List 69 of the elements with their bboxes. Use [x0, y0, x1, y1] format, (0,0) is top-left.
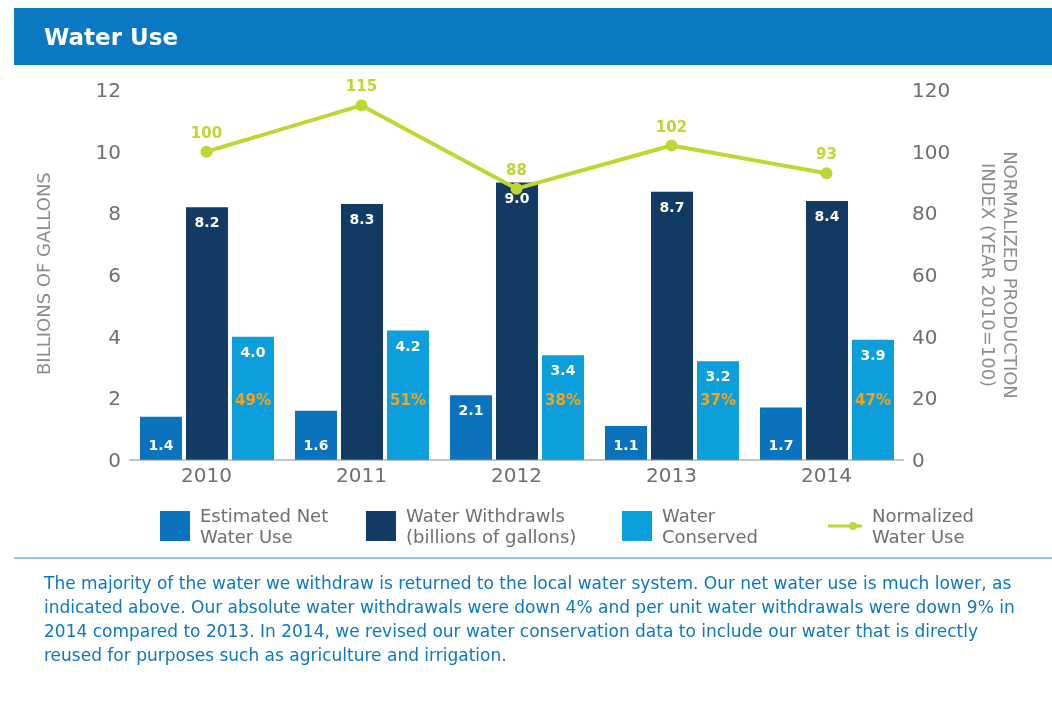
data-label: 8.4 — [814, 208, 840, 224]
data-label: 4.0 — [240, 343, 266, 360]
bar — [760, 407, 802, 460]
legend-label: Normalized Water Use — [871, 505, 976, 547]
y-tick-label: 8 — [108, 201, 121, 226]
bar — [341, 204, 383, 460]
data-label: 2.1 — [458, 402, 484, 419]
bar — [697, 361, 739, 460]
bar — [140, 416, 182, 460]
y2-tick-label: 60 — [912, 263, 938, 288]
x-tick-label: 2013 — [646, 463, 697, 488]
data-label: 1.1 — [613, 437, 639, 453]
data-label: 8.7 — [659, 198, 685, 215]
y-axis-title: BILLIONS OF GALLONS — [33, 172, 55, 375]
bar — [852, 339, 894, 460]
chart-title: Water Use — [14, 8, 1052, 65]
annotation: 49% — [235, 391, 271, 409]
data-label: 115 — [345, 77, 378, 96]
annotation: 47% — [855, 391, 891, 409]
bar — [496, 182, 538, 460]
data-label: 1.6 — [303, 437, 329, 453]
point — [665, 139, 678, 152]
data-label: 3.2 — [705, 368, 731, 385]
y2-tick-label: 80 — [912, 201, 938, 226]
data-label: 100 — [190, 123, 223, 142]
y-tick-label: 2 — [108, 386, 121, 411]
data-label: 8.2 — [194, 214, 220, 231]
y2-tick-label: 120 — [912, 78, 951, 103]
y2-tick-label: 100 — [912, 139, 951, 164]
annotation: 38% — [545, 391, 581, 409]
point — [820, 167, 833, 180]
y-tick-label: 0 — [108, 448, 121, 473]
bar — [387, 330, 429, 460]
data-label: 8.3 — [349, 211, 375, 228]
bar — [186, 207, 228, 460]
x-tick-label: 2010 — [181, 463, 232, 488]
bar — [450, 395, 492, 460]
y-tick-label: 6 — [108, 263, 121, 288]
bar — [806, 201, 848, 460]
annotation: 37% — [700, 391, 736, 409]
y2-tick-label: 0 — [912, 448, 925, 473]
legend-label: Water Withdrawls (billions of gallons) — [406, 505, 578, 547]
x-tick-label: 2012 — [491, 463, 542, 488]
data-label: 1.4 — [148, 437, 174, 453]
y-tick-label: 12 — [95, 78, 121, 103]
y2-axis-title: NORMALIZED PRODUCTION INDEX (YEAR 2010=100) — [978, 151, 1021, 399]
bar — [651, 191, 693, 460]
bar — [232, 336, 274, 460]
data-label: 4.2 — [395, 337, 421, 354]
x-tick-label: 2011 — [336, 463, 387, 488]
point — [355, 99, 368, 112]
data-label: 9.0 — [504, 189, 530, 206]
text: The majority of the water we withdraw is returned to the local water system. Our net water use is much lower, as indicated above. Our absolute water withdrawals were down 4% and per unit water withdrawals were down 9% in 2014 compared to 2013. In 2014, we revised our water conservation data to include our water that is directly reused for purposes such as agriculture and irrigation. — [44, 572, 1016, 667]
y2-tick-label: 40 — [912, 324, 938, 349]
data-label: 102 — [655, 117, 688, 136]
bar — [295, 410, 337, 460]
point — [200, 145, 213, 158]
data-label: 1.7 — [768, 437, 794, 453]
data-label: 3.4 — [550, 362, 576, 379]
data-label: 93 — [816, 145, 837, 164]
y-tick-label: 10 — [95, 139, 121, 164]
data-label: 88 — [506, 160, 527, 179]
x-tick-label: 2014 — [801, 463, 852, 488]
legend-label: Water Conserved — [662, 505, 759, 547]
annotation: 51% — [390, 391, 426, 409]
data-label: 3.9 — [860, 346, 886, 363]
legend-label: Estimated Net Water Use — [200, 505, 330, 547]
y-tick-label: 4 — [108, 324, 121, 349]
y2-tick-label: 20 — [912, 386, 938, 411]
